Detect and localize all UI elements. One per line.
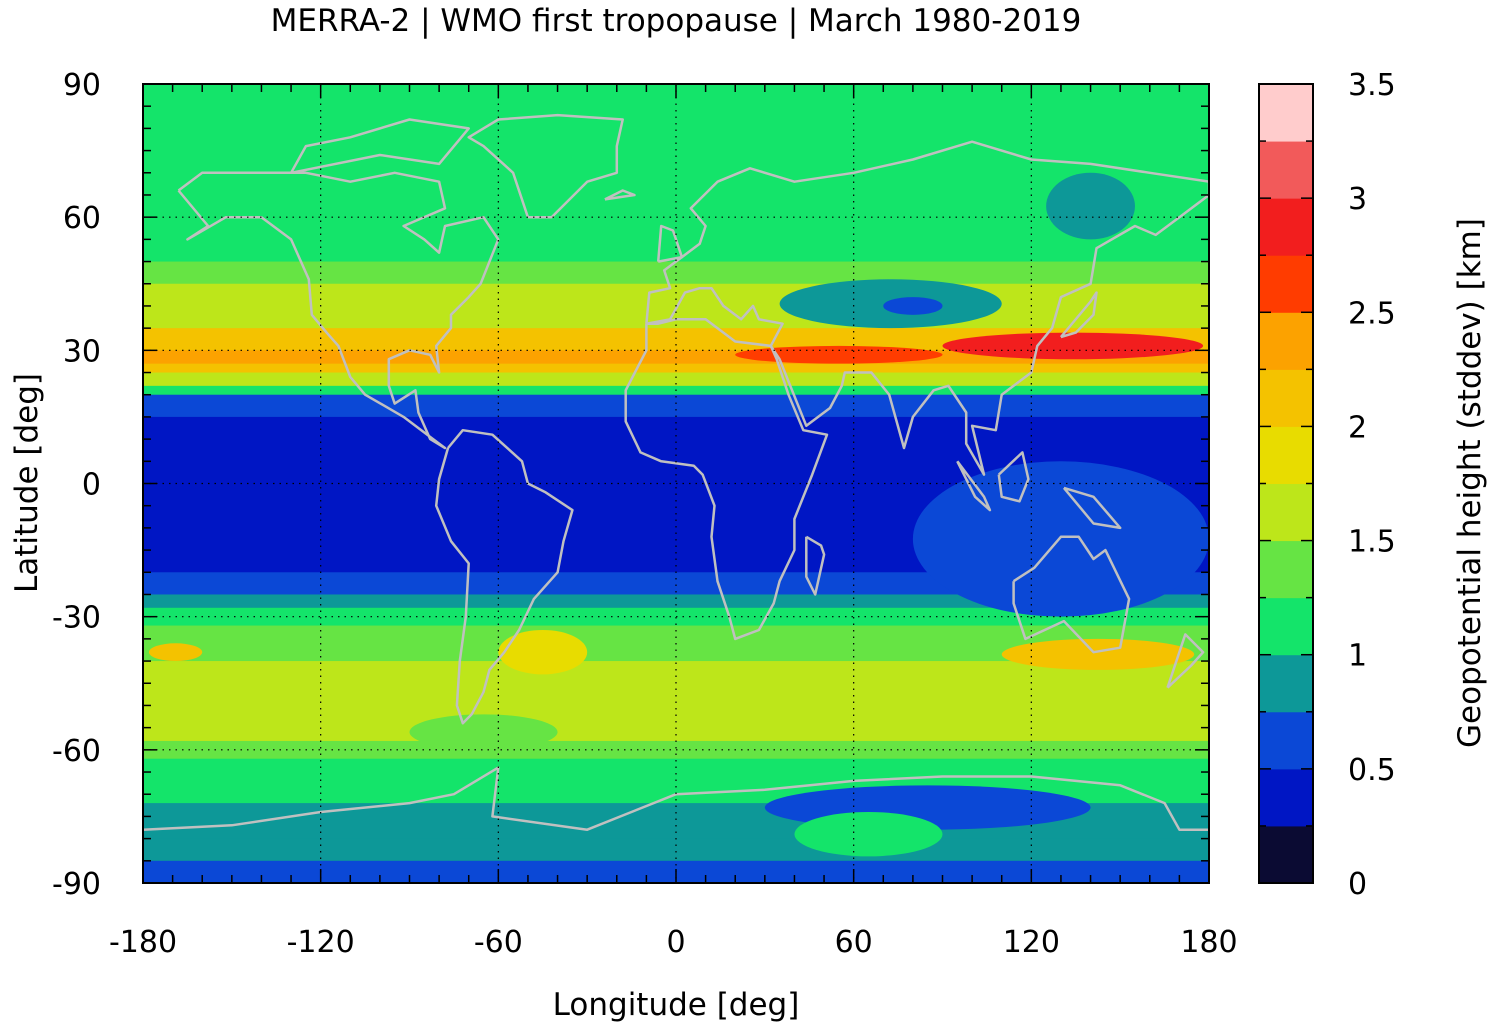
zonal-band xyxy=(143,394,1209,418)
colorbar-tick-label: 1 xyxy=(1348,639,1367,674)
y-tick-label: 60 xyxy=(63,201,101,236)
colorbar-segment xyxy=(1259,654,1313,713)
x-tick-label: -120 xyxy=(287,925,355,960)
feature-region xyxy=(1046,172,1135,240)
colorbar-segment xyxy=(1259,597,1313,656)
coastline xyxy=(624,318,829,641)
coastline xyxy=(805,535,826,596)
coastlines xyxy=(143,113,1209,831)
feature-region xyxy=(942,332,1204,360)
colorbar-segment xyxy=(1259,198,1313,256)
colorbar-label: Geopotential height (stddev) [km] xyxy=(1452,218,1488,748)
zonal-band xyxy=(143,661,1209,707)
colorbar-tick-label: 2.5 xyxy=(1348,296,1396,331)
colorbar-tick-label: 0 xyxy=(1348,867,1367,902)
colorbar-segment xyxy=(1259,540,1313,599)
plot-area xyxy=(143,84,1209,883)
feature-region xyxy=(148,643,203,662)
y-tick-label: -30 xyxy=(52,601,101,636)
x-tick-labels: -180 -120 -60 0 60 120 180 xyxy=(109,925,1238,960)
x-axis-label: Longitude [deg] xyxy=(553,987,800,1023)
coastline xyxy=(956,460,992,512)
y-tick-label: 90 xyxy=(63,68,101,103)
feature-region xyxy=(794,811,943,857)
x-tick-label: 0 xyxy=(666,925,685,960)
colorbar-segment xyxy=(1259,312,1313,370)
colorbar-segment xyxy=(1259,84,1313,142)
coastline xyxy=(467,113,624,219)
zonal-band xyxy=(143,705,1209,742)
regional-features xyxy=(148,172,1209,857)
coastline xyxy=(1062,486,1122,530)
grid-lines xyxy=(143,84,1209,883)
x-tick-label: 60 xyxy=(835,925,873,960)
y-tick-label: 0 xyxy=(82,468,101,503)
zonal-band xyxy=(143,372,1209,387)
zonal-band xyxy=(143,328,1209,351)
coastline xyxy=(604,189,636,201)
y-axis-label: Latitude [deg] xyxy=(9,373,45,593)
colorbar-tick-label: 1.5 xyxy=(1348,525,1396,560)
zonal-band xyxy=(143,594,1209,609)
feature-region xyxy=(735,345,943,364)
colorbar-tick-labels: 0 0.5 1 1.5 2 2.5 3 3.5 xyxy=(1348,68,1396,902)
feature-region xyxy=(409,714,558,750)
colorbar-segment xyxy=(1259,426,1313,484)
coastline xyxy=(1059,291,1098,339)
zonal-band xyxy=(143,283,1209,307)
zonal-band xyxy=(143,363,1209,374)
colorbar-tick-label: 2 xyxy=(1348,410,1367,445)
feature-region xyxy=(912,461,1209,617)
colorbar-segment xyxy=(1259,825,1313,884)
y-tick-label: -90 xyxy=(52,867,101,902)
coastline xyxy=(290,118,470,175)
colorbar-segment xyxy=(1259,141,1313,199)
coastline xyxy=(997,451,1030,503)
coastline xyxy=(434,428,574,725)
colorbar xyxy=(1259,83,1313,884)
feature-region xyxy=(1001,638,1195,670)
zonal-band xyxy=(143,838,1209,862)
colorbar-tick-label: 0.5 xyxy=(1348,753,1396,788)
feature-region xyxy=(883,297,943,315)
coastline xyxy=(143,766,1209,831)
coastline xyxy=(645,140,1209,476)
colorbar-segment xyxy=(1259,768,1313,827)
coastline xyxy=(1166,633,1205,689)
chart-title: MERRA-2 | WMO first tropopause | March 1… xyxy=(271,3,1082,39)
colorbar-segment xyxy=(1259,711,1313,770)
minor-ticks xyxy=(142,83,1210,884)
feature-region xyxy=(498,629,588,675)
colorbar-segment xyxy=(1259,483,1313,542)
colorbar-frame xyxy=(1258,83,1314,884)
x-tick-label: 120 xyxy=(1003,925,1060,960)
coastline xyxy=(177,171,500,450)
colorbar-segment xyxy=(1259,369,1313,427)
colorbar-segment xyxy=(1259,255,1313,313)
y-tick-label: -60 xyxy=(52,734,101,769)
y-tick-labels: 90 60 30 0 -30 -60 -90 xyxy=(52,68,101,902)
colorbar-tick-label: 3 xyxy=(1348,182,1367,217)
y-tick-label: 30 xyxy=(63,334,101,369)
x-tick-label: -180 xyxy=(109,925,177,960)
colorbar-tick-label: 3.5 xyxy=(1348,68,1396,103)
coastline xyxy=(1012,535,1131,654)
x-tick-label: 180 xyxy=(1180,925,1237,960)
coastline xyxy=(656,224,684,263)
x-tick-label: -60 xyxy=(474,925,523,960)
